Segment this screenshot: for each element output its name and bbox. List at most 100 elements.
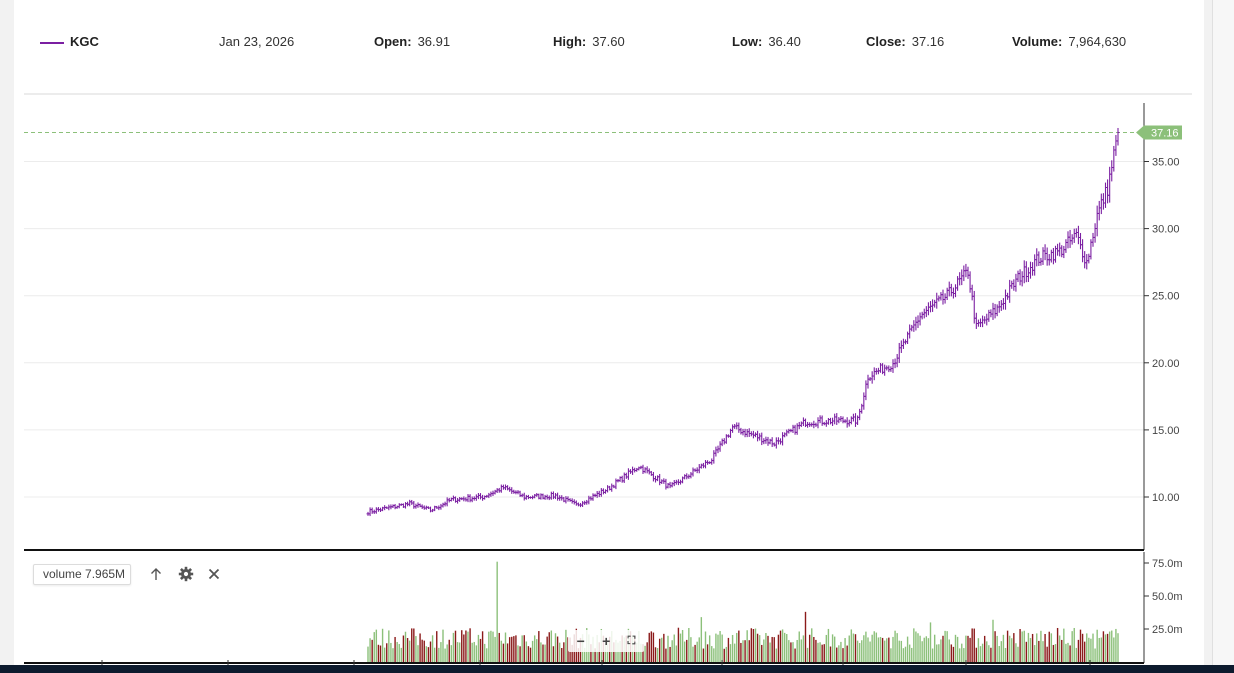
zoom-controls: − + ⛶ <box>568 630 644 652</box>
volume-bar <box>711 646 713 662</box>
volume-bar <box>690 637 692 662</box>
high-readout: High: 37.60 <box>553 34 625 49</box>
volume-bar <box>902 648 905 662</box>
chart-panel: KGC Jan 23, 2026 Open: 36.91 High: 37.60 L… <box>14 0 1204 673</box>
volume-bar <box>546 636 548 662</box>
volume-bar <box>490 630 492 662</box>
volume-bar <box>369 638 371 662</box>
volume-bar <box>781 629 784 662</box>
volume-bar <box>721 634 723 662</box>
high-label: High: <box>553 34 587 49</box>
volume-bar <box>417 645 419 662</box>
volume-bar <box>1052 644 1055 662</box>
volume-bar <box>863 635 865 662</box>
volume-bar <box>931 648 934 662</box>
volume-bar <box>561 648 563 662</box>
volume-bar <box>717 634 719 662</box>
volume-bar <box>1086 633 1088 662</box>
volume-bar <box>936 644 938 662</box>
volume-bar <box>381 628 384 662</box>
volume-bar <box>411 628 413 662</box>
volume-bar <box>681 630 684 662</box>
volume-bar <box>913 628 915 662</box>
fullscreen-button[interactable]: ⛶ <box>627 634 636 647</box>
volume-bar <box>1021 631 1023 662</box>
volume-bar <box>465 630 467 662</box>
volume-series <box>367 561 1119 662</box>
close-indicator-button[interactable] <box>205 565 223 583</box>
volume-bar <box>463 634 465 662</box>
volume-bar <box>1106 633 1109 662</box>
date-readout: Jan 23, 2026 <box>219 34 295 49</box>
volume-bar <box>1090 638 1092 662</box>
volume-bar <box>748 640 750 662</box>
volume-bar <box>733 643 736 662</box>
volume-bar <box>738 630 740 662</box>
volume-bar <box>648 632 650 662</box>
volume-bar <box>808 634 811 662</box>
volume-bar <box>917 633 919 662</box>
volume-bar <box>1056 627 1059 662</box>
volume-bar <box>556 636 559 662</box>
volume-bar <box>375 629 378 662</box>
settings-button[interactable] <box>177 565 195 583</box>
volume-bar <box>1008 635 1011 662</box>
volume-bar <box>1048 631 1050 662</box>
volume-bar <box>429 641 432 662</box>
volume-bar <box>486 648 488 662</box>
volume-bar <box>650 631 653 662</box>
volume-bar <box>952 646 955 662</box>
volume-bar <box>1088 637 1090 662</box>
volume-bar <box>875 632 878 662</box>
last-price-tag <box>1136 125 1182 140</box>
volume-bar <box>1075 647 1078 662</box>
zoom-out-button[interactable]: − <box>576 633 585 649</box>
volume-bar <box>852 633 855 662</box>
volume-bar <box>392 648 394 662</box>
volume-bar <box>854 634 857 662</box>
volume-bar <box>967 635 969 662</box>
volume-bar <box>511 636 513 662</box>
page-scrollbar[interactable] <box>1212 0 1234 673</box>
volume-bar <box>1011 638 1013 662</box>
volume-bar <box>908 644 911 662</box>
volume-bar <box>775 648 778 662</box>
volume-bar <box>896 633 898 662</box>
volume-tick-label: 25.0m <box>1152 624 1183 636</box>
volume-bar <box>1069 645 1071 662</box>
volume-indicator-label[interactable]: volume 7.965M <box>33 564 131 585</box>
price-series <box>366 127 1120 517</box>
volume-bar <box>508 637 511 662</box>
volume-bar <box>769 642 771 662</box>
volume-bar <box>865 631 867 662</box>
volume-bar <box>942 635 944 662</box>
volume-bar <box>763 639 765 662</box>
symbol-legend[interactable]: KGC <box>40 34 99 49</box>
volume-bar <box>779 630 782 662</box>
volume-bar <box>533 635 536 662</box>
volume-bar <box>1046 646 1048 662</box>
volume-bar <box>544 644 546 662</box>
low-readout: Low: 36.40 <box>732 34 801 49</box>
volume-bar <box>1042 641 1044 662</box>
zoom-in-button[interactable]: + <box>602 633 611 649</box>
volume-bar <box>467 631 469 662</box>
volume-bar <box>494 636 496 662</box>
volume-bar <box>850 629 853 662</box>
volume-bar <box>475 645 478 662</box>
volume-bar <box>994 631 996 662</box>
volume-bar <box>413 628 415 662</box>
volume-bar <box>811 628 813 662</box>
volume-bar <box>983 635 986 662</box>
close-readout: Close: 37.16 <box>866 34 944 49</box>
volume-bar <box>946 631 948 662</box>
volume-bar <box>798 631 800 662</box>
volume-bar <box>383 647 386 662</box>
move-up-button[interactable] <box>147 565 165 583</box>
volume-bar <box>948 639 950 662</box>
volume-bar <box>454 630 457 662</box>
volume-bar <box>750 628 753 662</box>
volume-bar <box>783 632 786 662</box>
volume-bar <box>742 640 744 662</box>
